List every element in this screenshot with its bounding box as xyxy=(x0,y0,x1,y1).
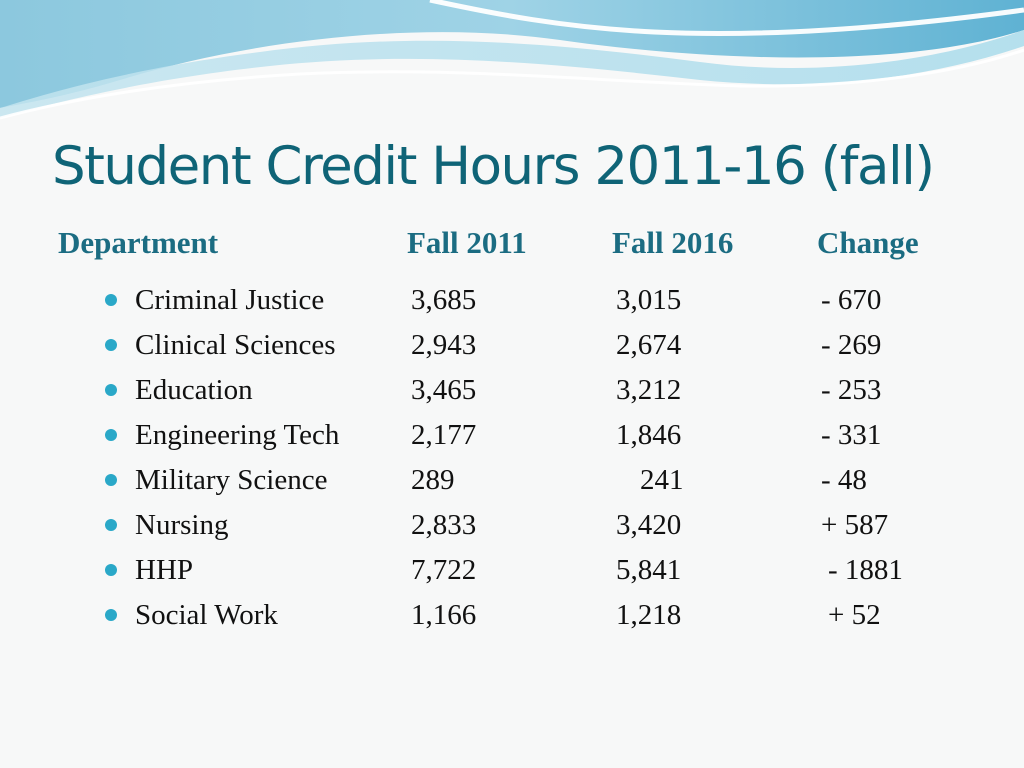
fall-2016-value: 3,015 xyxy=(616,284,682,316)
change-value: - 48 xyxy=(821,464,867,496)
fall-2011-value: 3,465 xyxy=(411,374,477,406)
bullet-icon xyxy=(105,609,117,621)
header-fall-2016: Fall 2016 xyxy=(612,225,734,260)
department-name: HHP xyxy=(135,554,194,586)
change-value: + 52 xyxy=(828,599,881,631)
fall-2016-value: 3,420 xyxy=(616,509,682,541)
credit-hours-list: Criminal Justice 3,685 3,015 - 670 Clini… xyxy=(0,280,1024,640)
bullet-icon xyxy=(105,519,117,531)
fall-2011-value: 7,722 xyxy=(411,554,477,586)
department-name: Education xyxy=(135,374,253,406)
bullet-icon xyxy=(105,294,117,306)
department-name: Social Work xyxy=(135,599,278,631)
list-item: Criminal Justice 3,685 3,015 - 670 xyxy=(0,280,1024,325)
fall-2011-value: 2,943 xyxy=(411,329,477,361)
bullet-icon xyxy=(105,384,117,396)
change-value: - 670 xyxy=(821,284,882,316)
header-department: Department xyxy=(58,225,219,260)
fall-2011-value: 2,177 xyxy=(411,419,477,451)
list-item: Engineering Tech 2,177 1,846 - 331 xyxy=(0,415,1024,460)
department-name: Military Science xyxy=(135,464,328,496)
header-change: Change xyxy=(817,225,919,260)
fall-2016-value: 3,212 xyxy=(616,374,682,406)
fall-2011-value: 3,685 xyxy=(411,284,477,316)
bullet-icon xyxy=(105,474,117,486)
change-value: - 253 xyxy=(821,374,882,406)
change-value: + 587 xyxy=(821,509,889,541)
bullet-icon xyxy=(105,429,117,441)
department-name: Clinical Sciences xyxy=(135,329,336,361)
list-item: Nursing 2,833 3,420 + 587 xyxy=(0,505,1024,550)
change-value: - 269 xyxy=(821,329,882,361)
fall-2016-value: 1,846 xyxy=(616,419,682,451)
department-name: Nursing xyxy=(135,509,229,541)
department-name: Criminal Justice xyxy=(135,284,325,316)
fall-2016-value: 241 xyxy=(640,464,684,496)
bullet-icon xyxy=(105,339,117,351)
fall-2011-value: 1,166 xyxy=(411,599,477,631)
fall-2016-value: 2,674 xyxy=(616,329,682,361)
wave-header-decoration xyxy=(0,0,1024,120)
list-item: Education 3,465 3,212 - 253 xyxy=(0,370,1024,415)
list-item: Military Science 289 241 - 48 xyxy=(0,460,1024,505)
department-name: Engineering Tech xyxy=(135,419,340,451)
fall-2011-value: 289 xyxy=(411,464,455,496)
change-value: - 1881 xyxy=(828,554,903,586)
list-item: Social Work 1,166 1,218 + 52 xyxy=(0,595,1024,640)
fall-2011-value: 2,833 xyxy=(411,509,477,541)
header-fall-2011: Fall 2011 xyxy=(407,225,527,260)
bullet-icon xyxy=(105,564,117,576)
slide-title: Student Credit Hours 2011-16 (fall) xyxy=(52,136,935,197)
change-value: - 331 xyxy=(821,419,882,451)
list-item: HHP 7,722 5,841 - 1881 xyxy=(0,550,1024,595)
fall-2016-value: 5,841 xyxy=(616,554,682,586)
list-item: Clinical Sciences 2,943 2,674 - 269 xyxy=(0,325,1024,370)
fall-2016-value: 1,218 xyxy=(616,599,682,631)
